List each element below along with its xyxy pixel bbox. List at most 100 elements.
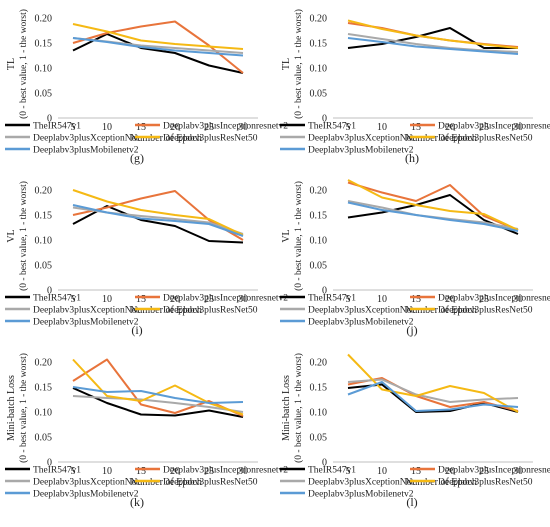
y-axis-subtitle: (0 - best value, 1 - the worst) [18, 9, 29, 119]
x-tick-label: 25 [479, 122, 489, 133]
x-tick-label: 30 [238, 466, 248, 477]
x-tick-label: 10 [102, 294, 112, 305]
legend-label: Deeplabv3plusMobilenetv2 [308, 318, 414, 328]
y-tick-label: 0.20 [310, 358, 328, 369]
y-axis-subtitle: (0 - best value, 1 - the worst) [18, 353, 29, 463]
x-tick-label: 25 [479, 466, 489, 477]
y-tick-label: 0 [47, 114, 52, 125]
x-tick-label: 20 [170, 294, 180, 305]
legend-label: TheIR547v1 [308, 466, 356, 476]
legend-label: Deeplabv3plusInceptionresnetv2 [163, 294, 288, 304]
y-tick-label: 0.20 [310, 14, 328, 25]
legend-label: Deeplabv3plusInceptionresnetv2 [438, 294, 550, 304]
y-tick-label: 0.10 [310, 64, 328, 75]
panel-label: (l) [406, 495, 417, 509]
legend-label: TheIR547v1 [308, 294, 356, 304]
y-tick-label: 0.05 [35, 261, 53, 272]
panel-label: (i) [131, 323, 142, 337]
panel-2: 0 0.05 0.10 0.15 0.20 5 10 15 20 25 30 Number of Ep… [5, 181, 288, 337]
series-line-Deeplabv3plusResNet50 [347, 19, 519, 49]
x-tick-label: 5 [346, 122, 351, 133]
x-axis-title: Number of Epoch [405, 477, 477, 488]
x-tick-label: 10 [377, 294, 387, 305]
x-tick-label: 15 [411, 122, 421, 133]
y-tick-label: 0.05 [310, 261, 328, 272]
x-tick-label: 30 [238, 294, 248, 305]
x-tick-label: 20 [170, 466, 180, 477]
panel-label: (g) [130, 151, 144, 165]
panel-5: 0 0.05 0.10 0.15 0.20 5 10 15 20 25 30 Number of Ep… [280, 353, 550, 509]
y-axis-title: VL [6, 229, 17, 242]
y-tick-label: 0.05 [310, 433, 328, 444]
series-line-Deeplabv3plusInceptionresnetv2 [72, 190, 244, 241]
legend-label: Deeplabv3plusResNet50 [163, 134, 258, 144]
x-tick-label: 5 [346, 466, 351, 477]
legend-label: Deeplabv3plusXceptionNet [33, 306, 139, 316]
legend-label: Deeplabv3plusResNet50 [163, 478, 258, 488]
y-tick-label: 0.15 [35, 39, 53, 50]
legend-label: Deeplabv3plusInceptionresnetv2 [438, 466, 550, 476]
x-tick-label: 20 [170, 122, 180, 133]
x-tick-label: 15 [136, 122, 146, 133]
series-line-TheIR547v1 [347, 27, 518, 49]
x-tick-label: 15 [411, 294, 421, 305]
x-tick-label: 30 [238, 122, 248, 133]
x-axis-title: Number of Epoch [405, 305, 477, 316]
legend-label: TheIR547v1 [308, 122, 356, 132]
legend-label: Deeplabv3plusInceptionresnetv2 [438, 122, 550, 132]
legend-label: Deeplabv3plusInceptionresnetv2 [163, 466, 288, 476]
x-tick-label: 10 [102, 466, 112, 477]
y-tick-label: 0.15 [310, 211, 328, 222]
legend-label: Deeplabv3plusResNet50 [438, 306, 533, 316]
y-tick-label: 0.10 [35, 408, 53, 419]
legend-label: Deeplabv3plusXceptionNet [308, 478, 414, 488]
y-axis-title: Mini-batch Loss [281, 375, 292, 441]
series-line-Deeplabv3plusMobilenetv2 [347, 37, 519, 55]
x-tick-label: 20 [445, 122, 455, 133]
legend-label: Deeplabv3plusXceptionNet [33, 134, 139, 144]
series-line-Deeplabv3plusMobilenetv2 [72, 37, 244, 57]
panel-0: 0 0.05 0.10 0.15 0.20 5 10 15 20 25 30 Number of Ep… [5, 9, 288, 165]
series-line-Deeplabv3plusXceptionNet [347, 33, 519, 53]
y-tick-label: 0.10 [35, 236, 53, 247]
x-tick-label: 10 [102, 122, 112, 133]
series-line-TheIR547v1 [347, 194, 519, 235]
legend-label: Deeplabv3plusXceptionNet [308, 306, 414, 316]
series-line-Deeplabv3plusResNet50 [347, 179, 519, 231]
panel-3: 0 0.05 0.10 0.15 0.20 5 10 15 20 25 30 Number of Ep… [280, 179, 550, 337]
legend-label: Deeplabv3plusResNet50 [438, 134, 533, 144]
y-tick-label: 0.15 [310, 39, 328, 50]
legend-label: TheIR547v1 [33, 122, 81, 132]
series-line-TheIR547v1 [72, 387, 244, 418]
series-line-Deeplabv3plusMobilenetv2 [347, 381, 519, 412]
panel-label: (j) [406, 323, 417, 337]
x-tick-label: 15 [136, 294, 146, 305]
x-tick-label: 25 [204, 294, 214, 305]
y-axis-subtitle: (0 - best value, 1 - the worst) [293, 353, 304, 463]
panel-label: (k) [130, 495, 144, 509]
y-tick-label: 0.05 [35, 89, 53, 100]
y-tick-label: 0.05 [35, 433, 53, 444]
x-tick-label: 10 [377, 122, 387, 133]
legend-label: TheIR547v1 [33, 466, 81, 476]
x-tick-label: 10 [377, 466, 387, 477]
legend-label: Deeplabv3plusMobilenetv2 [33, 490, 139, 500]
series-line-Deeplabv3plusMobilenetv2 [72, 204, 244, 237]
legend-label: Deeplabv3plusResNet50 [163, 306, 258, 316]
y-axis-subtitle: (0 - best value, 1 - the worst) [293, 181, 304, 291]
x-tick-label: 30 [513, 466, 523, 477]
y-axis-title: Mini-batch Loss [6, 375, 17, 441]
x-tick-label: 20 [445, 466, 455, 477]
y-tick-label: 0.15 [35, 211, 53, 222]
x-tick-label: 5 [346, 294, 351, 305]
x-axis-title: Number of Epoch [130, 305, 202, 316]
legend-label: Deeplabv3plusMobilenetv2 [308, 146, 414, 156]
y-axis-title: VL [281, 229, 292, 242]
y-axis-title: TL [281, 58, 292, 70]
y-tick-label: 0.10 [310, 408, 328, 419]
y-tick-label: 0 [47, 458, 52, 469]
x-tick-label: 30 [513, 122, 523, 133]
y-tick-label: 0 [47, 286, 52, 297]
